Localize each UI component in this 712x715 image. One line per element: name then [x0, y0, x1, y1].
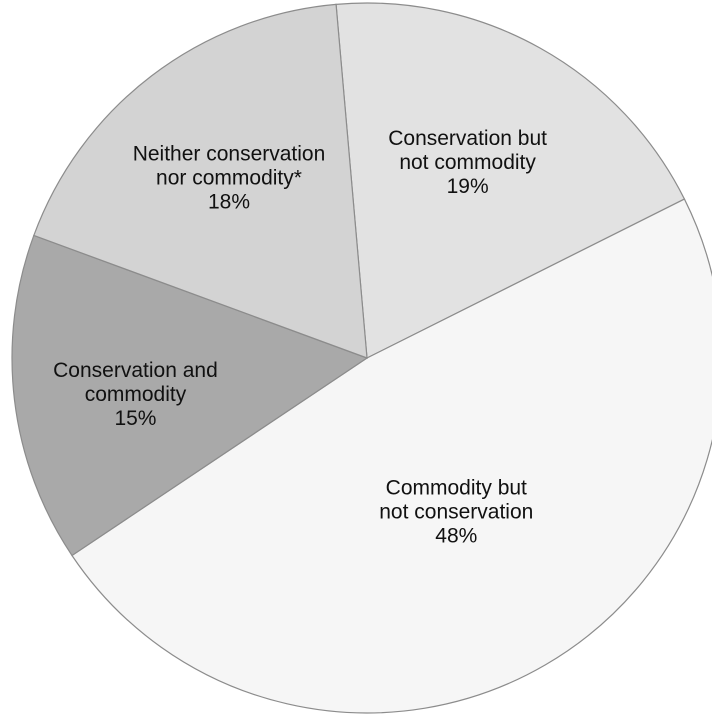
- pie-slice-label-line: not commodity: [399, 151, 536, 174]
- pie-slice-neither-conservation-nor-commodity: [33, 3, 368, 359]
- pie-slice-label-line: Conservation and: [53, 359, 218, 382]
- pie-slice-label: Commodity but not conservation 48%: [379, 476, 533, 547]
- pie-slice-label-line: Neither conservation: [133, 143, 326, 166]
- pie-slice-label: Conservation and commodity 15%: [53, 359, 218, 430]
- pie-slice-conservation-but-not-commodity: [335, 2, 686, 359]
- pie-slice-label: Conservation but not commodity 19%: [388, 127, 547, 198]
- pie-slice-percent: 19%: [447, 175, 489, 198]
- pie-slice-percent: 48%: [435, 524, 477, 547]
- pie-slice-commodity-but-not-conservation: [71, 198, 712, 714]
- pie-slice-label-line: Conservation but: [388, 127, 547, 150]
- slices-layer: [11, 2, 712, 714]
- pie-slice-percent: 15%: [114, 407, 156, 430]
- pie-slice-label-line: nor commodity*: [156, 167, 302, 190]
- pie-slice-label-line: not conservation: [379, 500, 533, 523]
- labels-layer: Conservation but not commodity 19% Commodit…: [53, 127, 547, 547]
- pie-slice-conservation-and-commodity: [11, 234, 369, 557]
- pie-slice-label-line: Commodity but: [386, 476, 527, 499]
- pie-slice-percent: 18%: [208, 191, 250, 214]
- pie-slice-label-line: commodity: [85, 383, 187, 406]
- pie-slice-label: Neither conservation nor commodity* 18%: [133, 143, 326, 214]
